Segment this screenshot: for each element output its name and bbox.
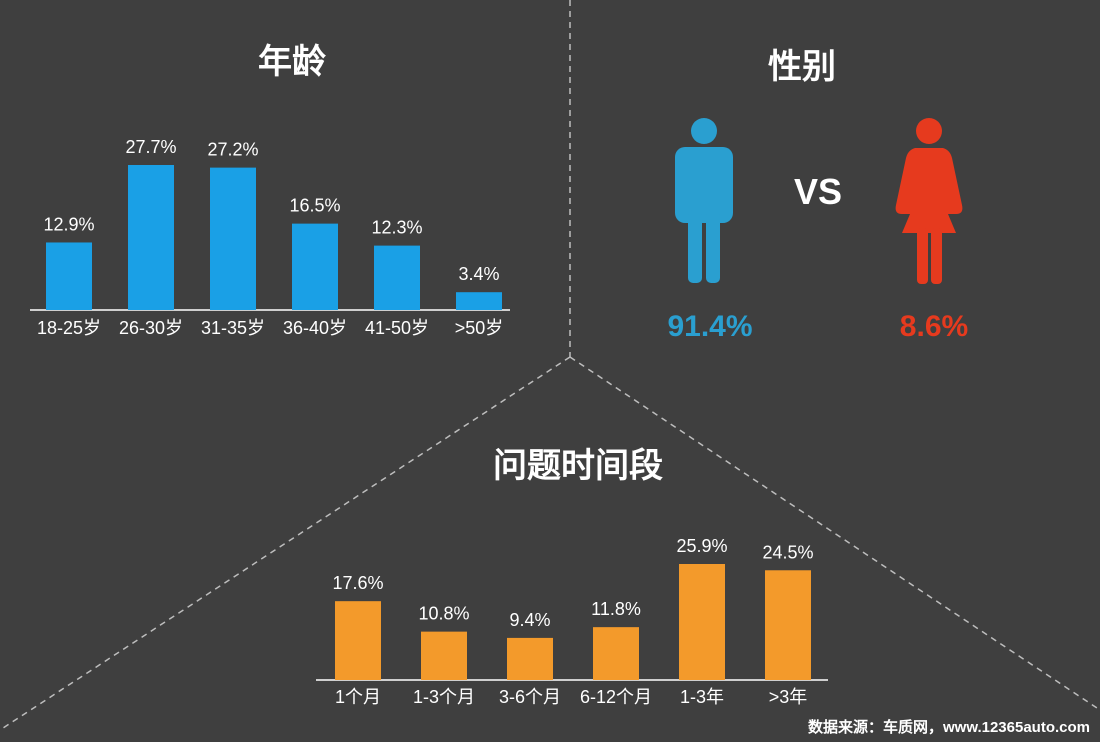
age-bar — [46, 242, 92, 310]
age-category-label: 31-35岁 — [201, 318, 265, 338]
female-percentage: 8.6% — [900, 310, 968, 343]
age-bar — [210, 167, 256, 310]
age-category-label: 26-30岁 — [119, 318, 183, 338]
age-value-label: 16.5% — [289, 196, 340, 216]
period-value-label: 17.6% — [332, 573, 383, 593]
age-value-label: 3.4% — [458, 264, 499, 284]
left-diagonal-divider — [0, 356, 571, 731]
period-bar — [679, 564, 725, 680]
period-bar — [507, 637, 553, 680]
period-value-label: 9.4% — [509, 610, 550, 630]
gender-chart: 性别 VS 91.4% 8.6% — [667, 48, 968, 343]
age-bar — [374, 245, 420, 310]
female-figure-icon — [895, 118, 963, 284]
period-category-label: 6-12个月 — [580, 687, 652, 707]
period-bar — [335, 601, 381, 680]
period-bar — [765, 570, 811, 680]
period-value-label: 10.8% — [418, 604, 469, 624]
male-figure-icon — [675, 118, 733, 283]
versus-label: VS — [794, 171, 842, 212]
age-value-label: 12.3% — [371, 218, 422, 238]
age-value-label: 27.7% — [125, 137, 176, 157]
period-category-label: 3-6个月 — [499, 687, 561, 707]
period-chart-title: 问题时间段 — [493, 446, 663, 485]
age-chart-title: 年龄 — [258, 43, 326, 81]
period-category-label: 1-3个月 — [413, 687, 475, 707]
age-value-label: 12.9% — [43, 214, 94, 234]
gender-chart-title: 性别 — [768, 48, 836, 86]
period-bar — [593, 627, 639, 680]
period-bars: 17.6% 1个月 10.8% 1-3个月 9.4% 3-6个月 11.8% 6-12个月 25… — [332, 536, 813, 707]
age-category-label: 18-25岁 — [37, 318, 101, 338]
age-category-label: 36-40岁 — [283, 318, 347, 338]
period-bar — [421, 631, 467, 680]
problem-period-chart: 问题时间段 17.6% 1个月 10.8% 1-3个月 9.4% 3-6个月 11.8% 6-… — [316, 446, 828, 707]
age-bar — [292, 223, 338, 310]
age-category-label: 41-50岁 — [365, 318, 429, 338]
source-note: 数据来源：车质网，www.12365auto.com — [808, 718, 1090, 736]
right-diagonal-divider — [569, 356, 1100, 711]
period-category-label: 1个月 — [335, 687, 381, 707]
period-value-label: 25.9% — [676, 536, 727, 556]
age-value-label: 27.2% — [207, 140, 258, 160]
age-bars: 12.9% 18-25岁 27.7% 26-30岁 27.2% 31-35岁 16.5% 36… — [37, 137, 503, 338]
period-value-label: 24.5% — [762, 542, 813, 562]
age-chart: 年龄 12.9% 18-25岁 27.7% 26-30岁 27.2% 31-35岁 16.5… — [30, 43, 510, 338]
male-percentage: 91.4% — [667, 310, 752, 343]
period-category-label: 1-3年 — [680, 687, 724, 707]
age-bar — [456, 292, 502, 310]
age-bar — [128, 165, 174, 310]
period-value-label: 11.8% — [591, 599, 641, 619]
period-category-label: >3年 — [769, 687, 808, 707]
age-category-label: >50岁 — [455, 318, 504, 338]
